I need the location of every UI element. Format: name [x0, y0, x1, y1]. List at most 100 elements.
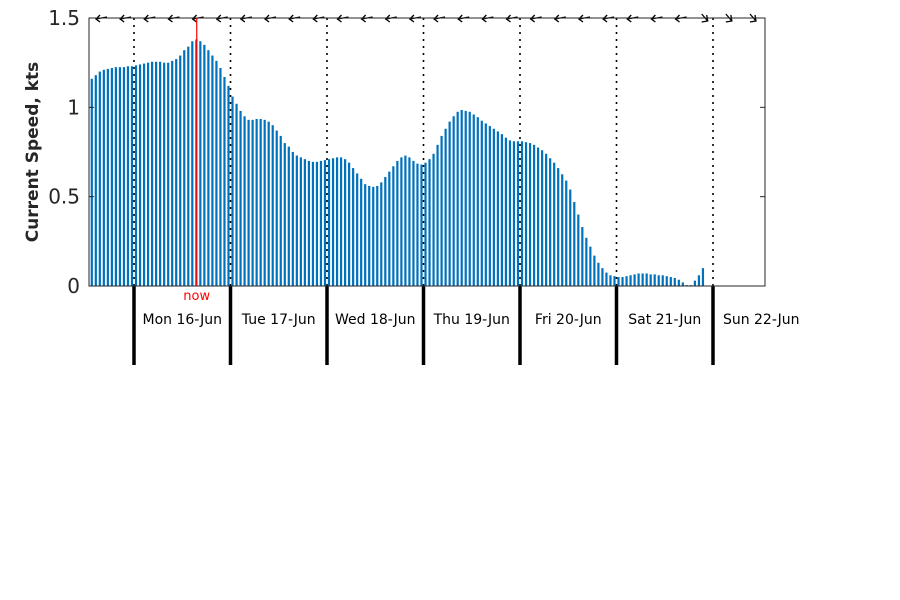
bar-series [90, 39, 705, 287]
speed-bar [649, 274, 652, 286]
speed-bar [661, 275, 664, 286]
now-label: now [183, 289, 210, 304]
speed-bar [392, 166, 395, 286]
speed-bar [488, 126, 491, 286]
y-tick-label: 1.5 [48, 6, 80, 30]
speed-bar [589, 246, 592, 286]
speed-bar [545, 153, 548, 286]
speed-bar [400, 157, 403, 286]
y-axis-label: Current Speed, kts [23, 62, 43, 243]
speed-bar [496, 131, 499, 286]
speed-bar [126, 66, 130, 287]
speed-bar [90, 78, 93, 286]
speed-bar [199, 41, 202, 287]
speed-bar [211, 55, 214, 286]
speed-bar [637, 273, 640, 286]
speed-bar [577, 214, 580, 286]
speed-bar [476, 117, 479, 286]
speed-bar [251, 119, 254, 286]
speed-bar [500, 134, 504, 286]
speed-bar [219, 68, 222, 286]
speed-bar [303, 159, 306, 286]
speed-bar [536, 147, 540, 286]
speed-bar [259, 118, 262, 286]
speed-bar [239, 110, 242, 286]
speed-bar [645, 273, 648, 286]
speed-bar [532, 144, 536, 286]
speed-bar [360, 178, 363, 286]
speed-bar [356, 173, 359, 286]
speed-bar [693, 280, 697, 286]
speed-bar [625, 276, 628, 286]
speed-bar [681, 282, 684, 286]
speed-bar [163, 62, 166, 286]
speed-bar [275, 130, 278, 286]
speed-bar [255, 118, 258, 286]
day-label: Wed 18-Jun [335, 312, 416, 328]
speed-bar [130, 66, 134, 287]
speed-bar [364, 184, 367, 286]
speed-bar [480, 120, 483, 286]
speed-bar [565, 180, 568, 286]
speed-bar [601, 268, 604, 286]
speed-bar [561, 174, 564, 286]
speed-bar [456, 111, 459, 286]
speed-bar [295, 155, 298, 286]
speed-bar [380, 182, 383, 286]
plot-frame [88, 17, 766, 287]
speed-bar [319, 160, 323, 286]
speed-bar [311, 161, 315, 286]
speed-bar [118, 67, 122, 286]
speed-bar [653, 274, 656, 286]
speed-bar [335, 157, 339, 286]
speed-bar [339, 157, 343, 286]
speed-bar [553, 162, 556, 286]
day-dividers [132, 18, 715, 365]
speed-bar [142, 63, 146, 287]
speed-bar [520, 141, 524, 286]
speed-bar [348, 162, 351, 286]
day-label: Thu 19-Jun [433, 312, 510, 328]
speed-bar [673, 277, 676, 286]
speed-bar [175, 59, 178, 287]
speed-bar [428, 159, 431, 286]
speed-bar [697, 275, 701, 286]
speed-bar [512, 141, 516, 286]
speed-bar [585, 237, 588, 286]
speed-bar [508, 140, 512, 286]
speed-bar [597, 262, 600, 286]
speed-bar [343, 159, 347, 286]
speed-bar [102, 69, 105, 286]
speed-bar [231, 96, 234, 286]
speed-bar [159, 61, 162, 286]
day-label: Tue 17-Jun [241, 312, 316, 328]
speed-bar [669, 277, 672, 286]
speed-bar [187, 46, 190, 287]
day-labels: Mon 16-Jun Tue 17-Jun Wed 18-Jun Thu 19-Jun… [143, 312, 800, 328]
speed-bar [448, 121, 451, 286]
speed-bar [420, 164, 423, 286]
speed-bar [122, 67, 126, 286]
speed-bar [376, 185, 379, 286]
speed-bar [412, 160, 415, 286]
speed-bar [227, 85, 230, 286]
speed-bar [223, 76, 226, 287]
y-tick-label: 1 [67, 95, 80, 119]
speed-bar [134, 65, 138, 286]
speed-bar [315, 161, 319, 286]
speed-bar [581, 227, 584, 286]
speed-bar [444, 128, 447, 286]
speed-bar [114, 67, 118, 286]
speed-bar [492, 128, 495, 286]
speed-bar [609, 275, 612, 286]
speed-bar [372, 186, 375, 286]
speed-bar [106, 68, 109, 286]
speed-bar [243, 116, 246, 287]
speed-bar [408, 157, 411, 286]
speed-bar [468, 111, 471, 286]
speed-bar [657, 275, 660, 286]
speed-bar [110, 68, 113, 286]
speed-bar [460, 110, 463, 286]
speed-bar [613, 276, 616, 286]
speed-bar [452, 116, 455, 287]
